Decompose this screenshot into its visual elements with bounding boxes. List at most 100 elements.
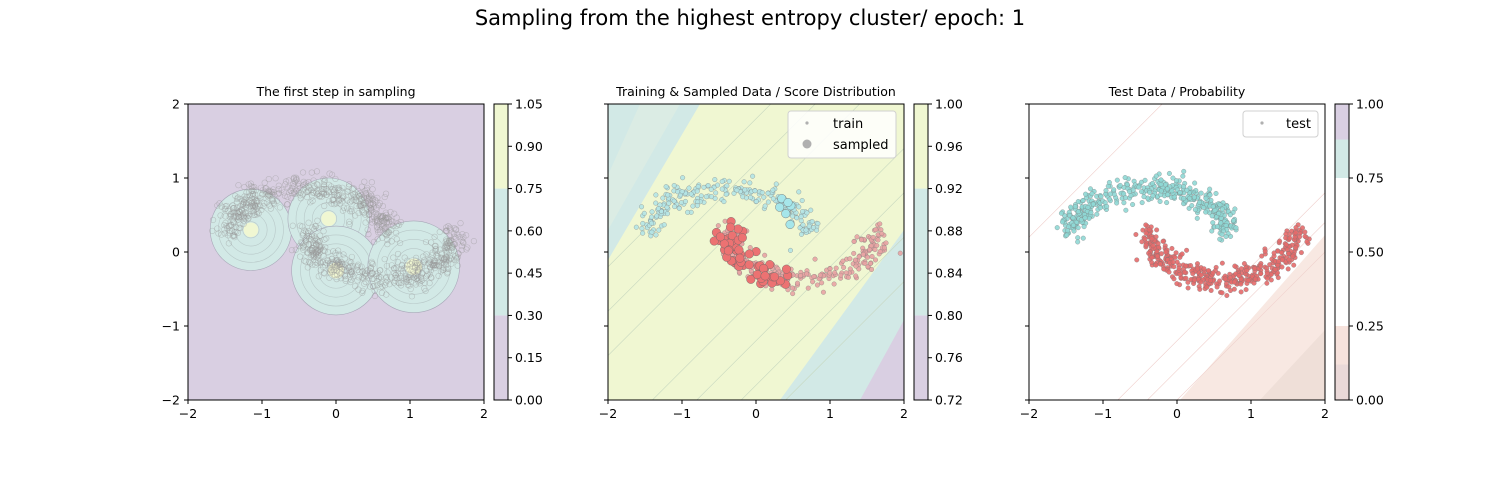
data-point	[733, 224, 743, 234]
data-point	[282, 178, 290, 185]
data-point	[218, 231, 225, 238]
data-point	[284, 201, 291, 208]
data-point	[1277, 238, 1283, 244]
data-point	[313, 181, 320, 188]
colorbar-tick-label: 0.00	[1356, 393, 1384, 408]
data-point	[1291, 262, 1297, 268]
data-point	[708, 186, 714, 192]
data-point	[654, 213, 660, 219]
data-point	[897, 250, 903, 256]
panel-3-region-lowest	[1260, 330, 1325, 400]
data-point	[1124, 182, 1130, 188]
data-point	[221, 226, 228, 233]
data-point	[367, 208, 374, 215]
colorbar-band	[914, 104, 928, 189]
data-point	[444, 270, 451, 277]
colorbar-band	[494, 104, 508, 189]
data-point	[340, 193, 347, 201]
data-point	[868, 261, 873, 266]
x-tick-label: 1	[406, 406, 414, 421]
data-point	[347, 263, 354, 270]
data-point	[1174, 281, 1180, 287]
colorbar-frame	[913, 103, 929, 401]
data-point	[315, 239, 322, 246]
data-point	[355, 261, 362, 268]
data-point	[382, 224, 389, 231]
data-point	[775, 202, 785, 212]
data-point	[867, 247, 873, 253]
data-point	[1223, 234, 1229, 239]
data-point	[245, 188, 253, 196]
data-point	[762, 252, 768, 258]
data-point	[656, 227, 662, 233]
data-point	[1258, 271, 1264, 277]
data-point	[278, 186, 285, 193]
data-point	[463, 232, 470, 239]
data-point	[225, 232, 232, 239]
data-point	[1195, 266, 1200, 272]
data-point	[747, 180, 753, 186]
data-point	[229, 232, 236, 239]
data-point	[330, 191, 338, 198]
data-point	[747, 245, 753, 251]
data-point	[741, 179, 747, 185]
data-point	[1198, 279, 1204, 285]
data-point	[803, 227, 809, 233]
data-point	[308, 236, 315, 243]
data-point	[240, 200, 247, 207]
data-point	[354, 277, 361, 284]
data-point	[827, 270, 833, 276]
panel-3-legend: test	[1242, 110, 1319, 138]
data-point	[713, 190, 719, 196]
data-point	[443, 266, 450, 273]
data-point	[362, 219, 369, 226]
data-point	[671, 198, 677, 204]
data-point	[854, 234, 860, 240]
data-point	[289, 184, 296, 192]
data-point	[362, 190, 369, 197]
colorbar-tick-label: 0.90	[515, 139, 543, 154]
data-point	[742, 187, 748, 193]
data-point	[723, 246, 733, 256]
data-point	[288, 247, 296, 254]
panel-training-sampled: Training & Sampled Data / Score Distribu…	[599, 84, 963, 421]
data-point	[1227, 212, 1233, 218]
data-point	[1121, 200, 1127, 206]
data-point	[408, 259, 416, 266]
contour-line	[1029, 104, 1163, 238]
legend-label-train: train	[833, 117, 863, 132]
data-point	[301, 257, 308, 264]
data-point	[1080, 235, 1086, 241]
data-point	[319, 259, 326, 266]
data-point	[367, 265, 374, 272]
data-point	[1177, 190, 1183, 195]
data-point	[1267, 262, 1273, 268]
data-point	[412, 259, 419, 267]
data-point	[241, 214, 248, 221]
data-point	[1166, 171, 1172, 176]
data-point	[879, 231, 885, 237]
data-point	[658, 208, 664, 214]
data-point	[352, 283, 359, 290]
data-point	[1136, 184, 1142, 190]
data-point	[1128, 193, 1134, 199]
data-point	[1201, 266, 1207, 272]
data-point	[246, 192, 253, 199]
data-point	[1207, 186, 1213, 192]
data-point	[321, 178, 328, 185]
data-point	[735, 253, 745, 263]
data-point	[342, 277, 349, 284]
data-point	[443, 250, 450, 257]
data-point	[649, 209, 655, 215]
data-point	[463, 246, 470, 253]
data-point	[1217, 236, 1223, 242]
data-point	[633, 224, 639, 230]
data-point	[1097, 205, 1103, 211]
data-point	[349, 270, 356, 278]
data-point	[302, 237, 309, 244]
data-point	[314, 253, 322, 260]
data-point	[1082, 215, 1088, 221]
data-point	[744, 195, 749, 201]
data-point	[454, 262, 461, 269]
data-point	[1158, 188, 1164, 194]
